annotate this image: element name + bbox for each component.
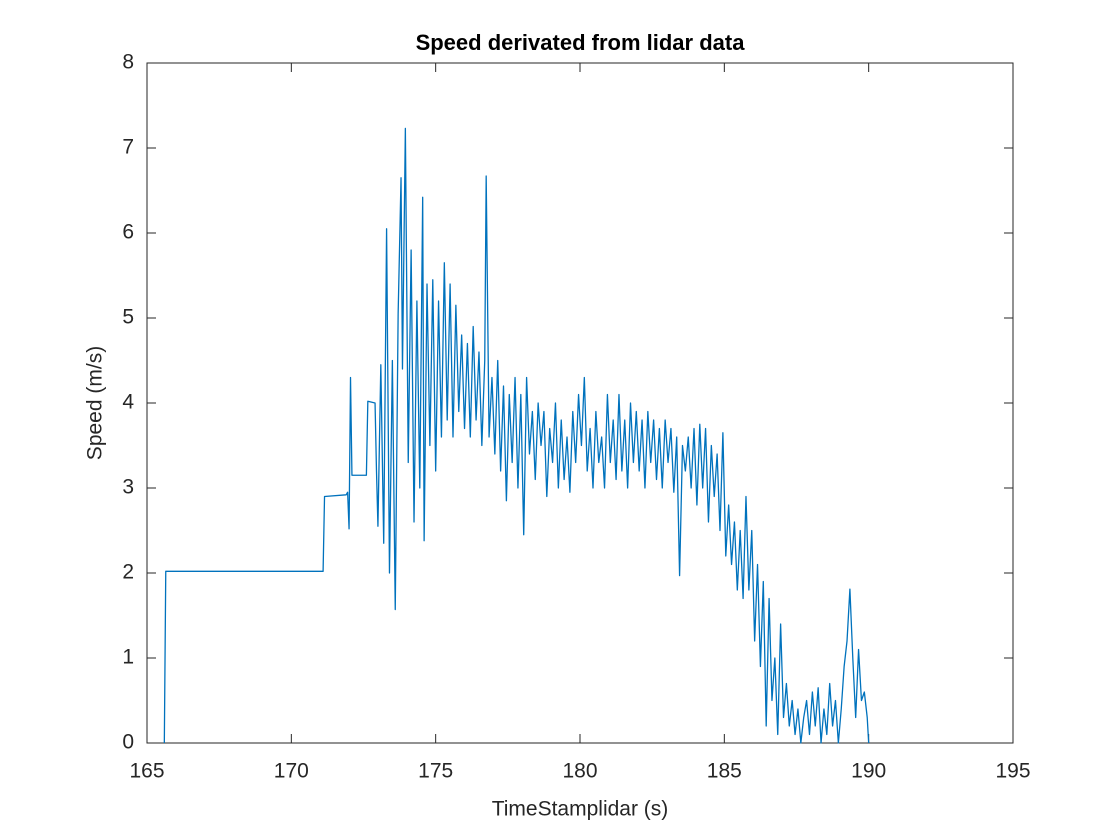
y-tick-label: 6: [122, 221, 134, 244]
y-tick-label: 5: [122, 306, 134, 329]
y-tick-label: 8: [122, 51, 134, 74]
x-tick-label: 185: [707, 760, 742, 783]
y-tick-label: 0: [122, 731, 134, 754]
y-tick-label: 3: [122, 476, 134, 499]
y-tick-label: 7: [122, 136, 134, 159]
x-axis-label: TimeStamplidar (s): [492, 798, 669, 821]
y-tick-label: 4: [122, 391, 134, 414]
y-tick-label: 2: [122, 561, 134, 584]
x-tick-label: 190: [851, 760, 886, 783]
x-tick-label: 195: [995, 760, 1030, 783]
x-tick-label: 180: [562, 760, 597, 783]
plot-frame: [146, 62, 1014, 744]
y-axis-label: Speed (m/s): [84, 346, 107, 460]
chart-title: Speed derivated from lidar data: [416, 30, 746, 55]
x-tick-label: 165: [129, 760, 164, 783]
data-line: [163, 127, 870, 744]
y-tick-label: 1: [122, 646, 134, 669]
x-tick-label: 175: [418, 760, 453, 783]
x-tick-label: 170: [274, 760, 309, 783]
